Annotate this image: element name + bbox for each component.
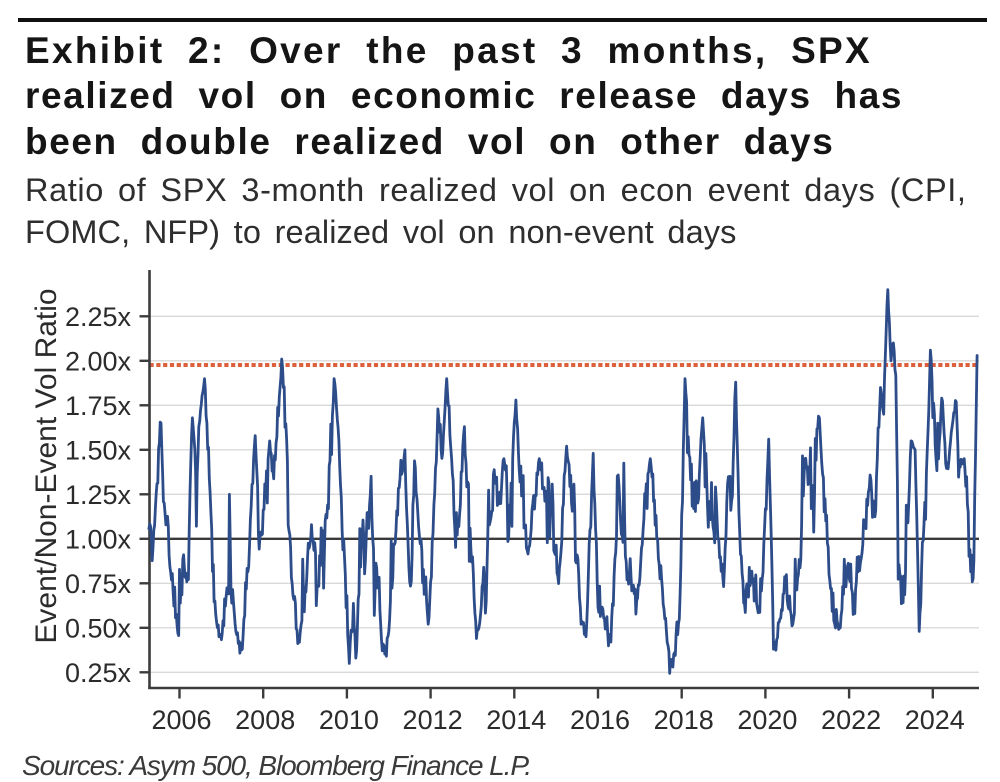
svg-text:2012: 2012 (403, 705, 463, 735)
svg-text:2006: 2006 (151, 705, 211, 735)
svg-text:2020: 2020 (737, 705, 797, 735)
svg-text:2022: 2022 (821, 705, 881, 735)
svg-text:1.50x: 1.50x (65, 435, 132, 465)
svg-text:2008: 2008 (235, 705, 295, 735)
svg-text:2016: 2016 (570, 705, 630, 735)
svg-text:2024: 2024 (905, 705, 965, 735)
svg-text:2014: 2014 (486, 705, 546, 735)
svg-text:2018: 2018 (654, 705, 714, 735)
svg-text:1.25x: 1.25x (65, 480, 132, 510)
svg-text:0.75x: 0.75x (65, 569, 132, 599)
svg-text:2.25x: 2.25x (65, 302, 132, 332)
svg-text:2.00x: 2.00x (65, 346, 132, 376)
svg-text:1.00x: 1.00x (65, 524, 132, 554)
svg-text:0.50x: 0.50x (65, 613, 132, 643)
svg-text:0.25x: 0.25x (65, 658, 132, 688)
svg-text:Event/Non-Event Vol Ratio: Event/Non-Event Vol Ratio (30, 288, 63, 643)
svg-text:2010: 2010 (319, 705, 379, 735)
svg-text:1.75x: 1.75x (65, 391, 132, 421)
